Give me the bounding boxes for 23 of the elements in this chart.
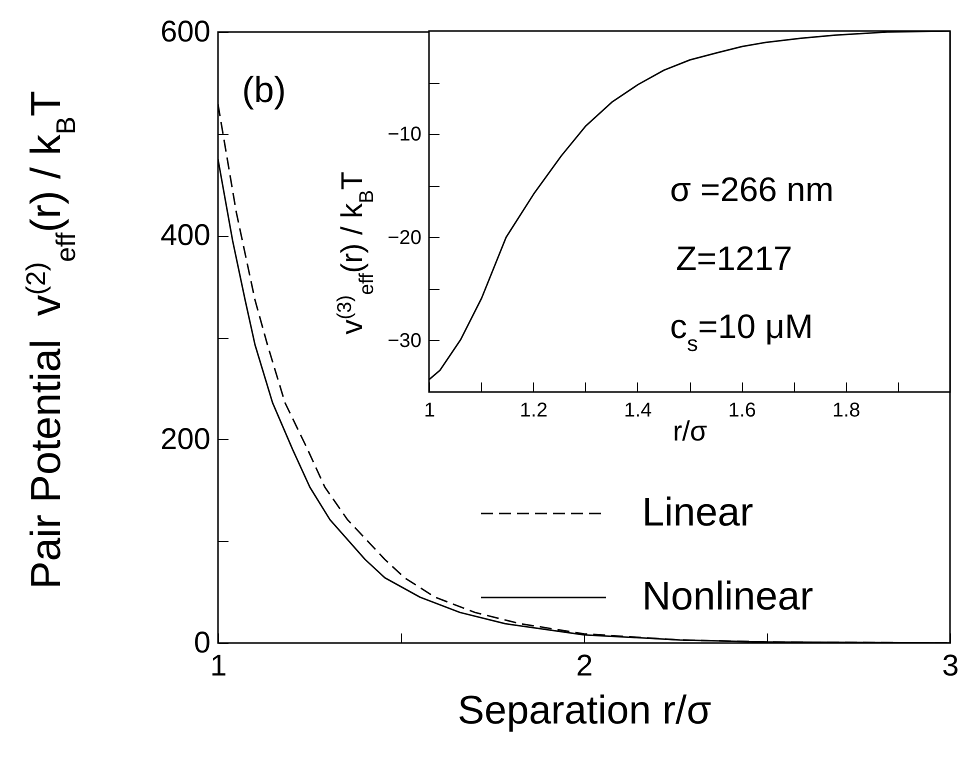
y-tick-label: −20	[388, 226, 422, 249]
annotation: σ =266 nm	[670, 171, 834, 209]
x-tick-label: 1	[424, 400, 436, 422]
y-tick-label: −30	[388, 330, 422, 352]
x-tick-label: 1	[210, 650, 227, 682]
x-tick-label: 1.6	[728, 400, 756, 422]
annotation: Z=1217	[676, 240, 792, 278]
annotation: c$_{s}$=10 μM	[670, 308, 814, 356]
legend-label: Nonlinear	[642, 574, 814, 618]
x-tick-label: 2	[576, 650, 593, 682]
y-tick-label: 0	[194, 626, 210, 660]
x-tick-label: 1.2	[520, 400, 548, 422]
legend-label: Linear	[642, 490, 754, 534]
y-tick-label: 600	[160, 16, 210, 48]
y-tick-label: 200	[160, 422, 210, 456]
x-axis-title: Separation r/σ	[458, 688, 712, 732]
x-tick-label: 3	[942, 650, 959, 682]
y-tick-label: 400	[160, 219, 210, 252]
x-tick-label: 1.4	[624, 400, 652, 422]
x-tick-label: 1.8	[832, 400, 860, 422]
annotation: (b)	[242, 69, 286, 110]
y-tick-label: −10	[388, 124, 422, 146]
x-axis-title: r/σ	[672, 416, 708, 446]
